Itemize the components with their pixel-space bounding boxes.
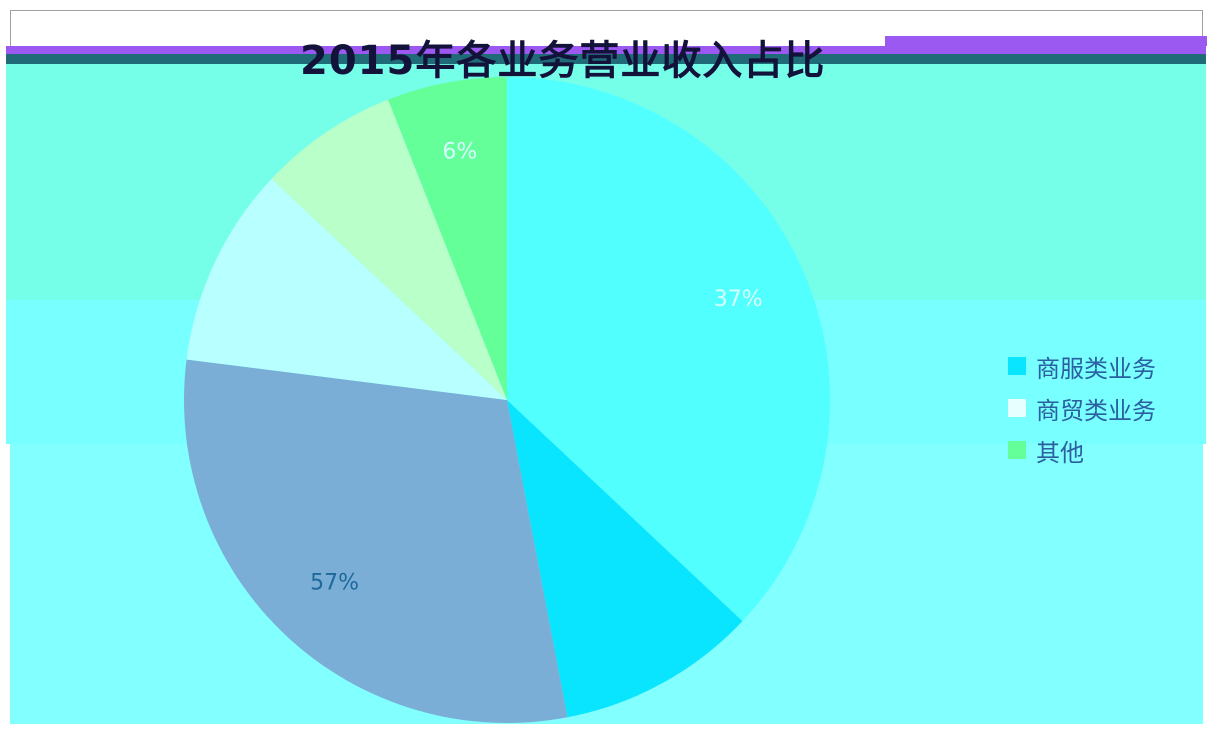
legend-swatch: [1008, 441, 1026, 459]
legend-item: 其他: [1008, 429, 1198, 471]
pie-slice: [271, 99, 507, 401]
pie-slice: [186, 178, 508, 400]
title-band-accent: [885, 36, 1207, 46]
pie-slice: [183, 359, 568, 723]
legend-label: 其他: [1036, 438, 1084, 467]
chart-title: 2015年各业务营业收入占比: [300, 38, 826, 84]
slice-data-label: 57%: [310, 571, 359, 596]
legend-item: 商贸类业务: [1008, 387, 1198, 429]
title-band-bottom: [6, 54, 1206, 64]
title-band-top: [6, 46, 1206, 54]
slice-data-label: 6%: [442, 140, 477, 165]
chart-legend: 商服类业务 商贸类业务 其他: [1008, 345, 1198, 471]
legend-label: 商贸类业务: [1036, 396, 1156, 425]
legend-swatch: [1008, 357, 1026, 375]
pie-slices: [183, 77, 830, 723]
pie-slice: [388, 77, 507, 400]
pie-slice: [507, 400, 743, 718]
pie-labels: 37% 57% 6%: [310, 140, 763, 596]
slice-data-label: 37%: [714, 287, 763, 312]
legend-item: 商服类业务: [1008, 345, 1198, 387]
legend-label: 商服类业务: [1036, 354, 1156, 383]
legend-swatch: [1008, 399, 1026, 417]
pie-slice: [507, 77, 830, 622]
